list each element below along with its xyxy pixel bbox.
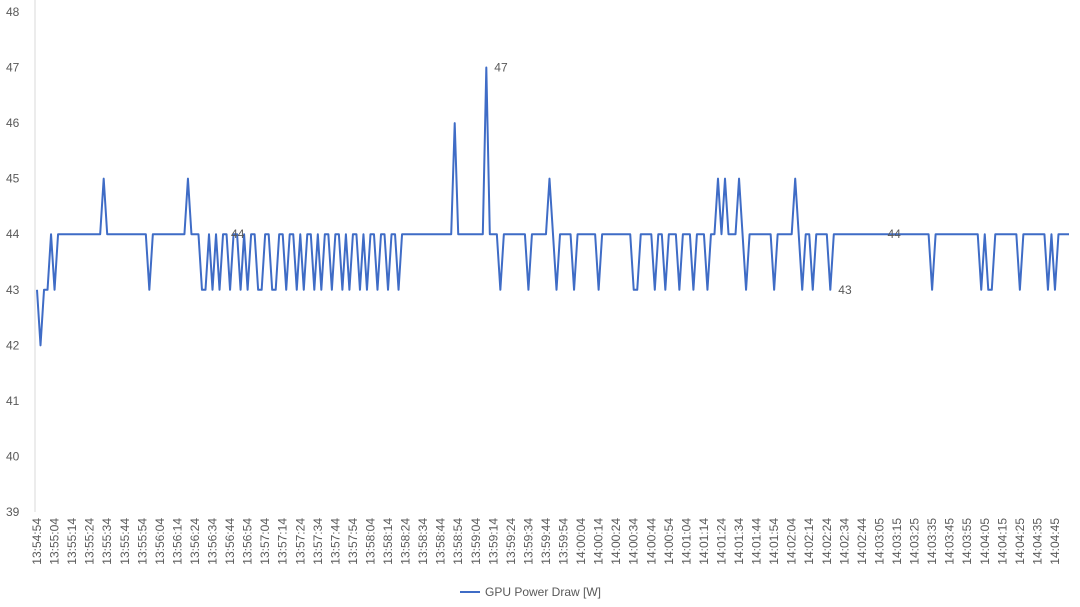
x-tick-label: 13:59:34	[521, 518, 535, 565]
x-tick-label: 13:59:04	[469, 518, 483, 565]
x-tick-label: 13:58:24	[399, 518, 413, 565]
x-tick-label: 14:00:34	[627, 518, 641, 565]
x-tick-label: 14:02:14	[802, 518, 816, 565]
data-label: 43	[838, 283, 852, 297]
x-tick-label: 14:00:24	[609, 518, 623, 565]
y-tick-label: 45	[6, 172, 20, 186]
x-tick-label: 13:57:44	[328, 518, 342, 565]
x-tick-label: 13:55:04	[48, 518, 62, 565]
x-tick-label: 13:55:44	[118, 518, 132, 565]
x-tick-label: 14:00:54	[662, 518, 676, 565]
x-tick-label: 14:01:24	[714, 518, 728, 565]
x-tick-label: 13:55:54	[135, 518, 149, 565]
x-tick-label: 14:04:35	[1030, 518, 1044, 565]
x-tick-label: 14:01:44	[750, 518, 764, 565]
x-tick-label: 14:00:14	[592, 518, 606, 565]
x-tick-label: 13:59:24	[504, 518, 518, 565]
x-tick-label: 14:02:34	[837, 518, 851, 565]
x-tick-label: 13:58:44	[434, 518, 448, 565]
x-tick-label: 13:58:34	[416, 518, 430, 565]
x-tick-label: 13:57:54	[346, 518, 360, 565]
x-tick-label: 14:01:14	[697, 518, 711, 565]
x-tick-label: 13:56:04	[153, 518, 167, 565]
x-tick-label: 13:54:54	[30, 518, 44, 565]
x-tick-label: 13:57:24	[293, 518, 307, 565]
y-tick-label: 47	[6, 61, 20, 75]
x-tick-label: 14:01:04	[679, 518, 693, 565]
x-tick-label: 13:56:24	[188, 518, 202, 565]
x-tick-label: 13:56:14	[170, 518, 184, 565]
y-tick-label: 41	[6, 394, 20, 408]
x-tick-label: 13:57:04	[258, 518, 272, 565]
y-tick-label: 40	[6, 449, 20, 463]
data-label: 44	[231, 227, 245, 241]
x-tick-label: 13:57:34	[311, 518, 325, 565]
x-tick-label: 13:59:54	[557, 518, 571, 565]
x-tick-label: 13:56:44	[223, 518, 237, 565]
y-tick-label: 42	[6, 338, 20, 352]
x-tick-label: 14:02:04	[785, 518, 799, 565]
x-tick-label: 14:01:54	[767, 518, 781, 565]
x-tick-label: 14:00:04	[574, 518, 588, 565]
x-tick-label: 13:55:14	[65, 518, 79, 565]
x-tick-label: 14:04:25	[1013, 518, 1027, 565]
x-tick-label: 13:55:34	[100, 518, 114, 565]
data-label: 47	[494, 61, 508, 75]
x-tick-label: 13:58:54	[451, 518, 465, 565]
y-tick-label: 39	[6, 505, 20, 519]
x-tick-label: 14:03:05	[872, 518, 886, 565]
x-tick-label: 14:03:45	[943, 518, 957, 565]
x-tick-label: 14:04:15	[995, 518, 1009, 565]
x-tick-label: 14:00:44	[644, 518, 658, 565]
x-tick-label: 14:03:35	[925, 518, 939, 565]
x-tick-label: 13:58:14	[381, 518, 395, 565]
data-label: 44	[887, 227, 901, 241]
x-tick-label: 14:04:05	[978, 518, 992, 565]
x-tick-label: 13:59:44	[539, 518, 553, 565]
x-tick-label: 13:56:34	[206, 518, 220, 565]
x-tick-label: 13:58:04	[363, 518, 377, 565]
y-tick-label: 48	[6, 5, 20, 19]
x-tick-label: 14:01:34	[732, 518, 746, 565]
x-tick-label: 13:57:14	[276, 518, 290, 565]
x-tick-label: 14:03:25	[908, 518, 922, 565]
x-tick-label: 14:03:55	[960, 518, 974, 565]
legend-label: GPU Power Draw [W]	[485, 585, 601, 599]
series-line	[36, 66, 1069, 347]
x-tick-label: 14:02:24	[820, 518, 834, 565]
x-tick-label: 14:02:44	[855, 518, 869, 565]
x-tick-label: 14:03:15	[890, 518, 904, 565]
y-tick-label: 43	[6, 283, 20, 297]
y-tick-label: 44	[6, 227, 20, 241]
y-tick-label: 46	[6, 116, 20, 130]
x-tick-label: 13:59:14	[486, 518, 500, 565]
x-tick-label: 13:55:24	[83, 518, 97, 565]
x-tick-label: 14:04:45	[1048, 518, 1062, 565]
x-tick-label: 13:56:54	[241, 518, 255, 565]
